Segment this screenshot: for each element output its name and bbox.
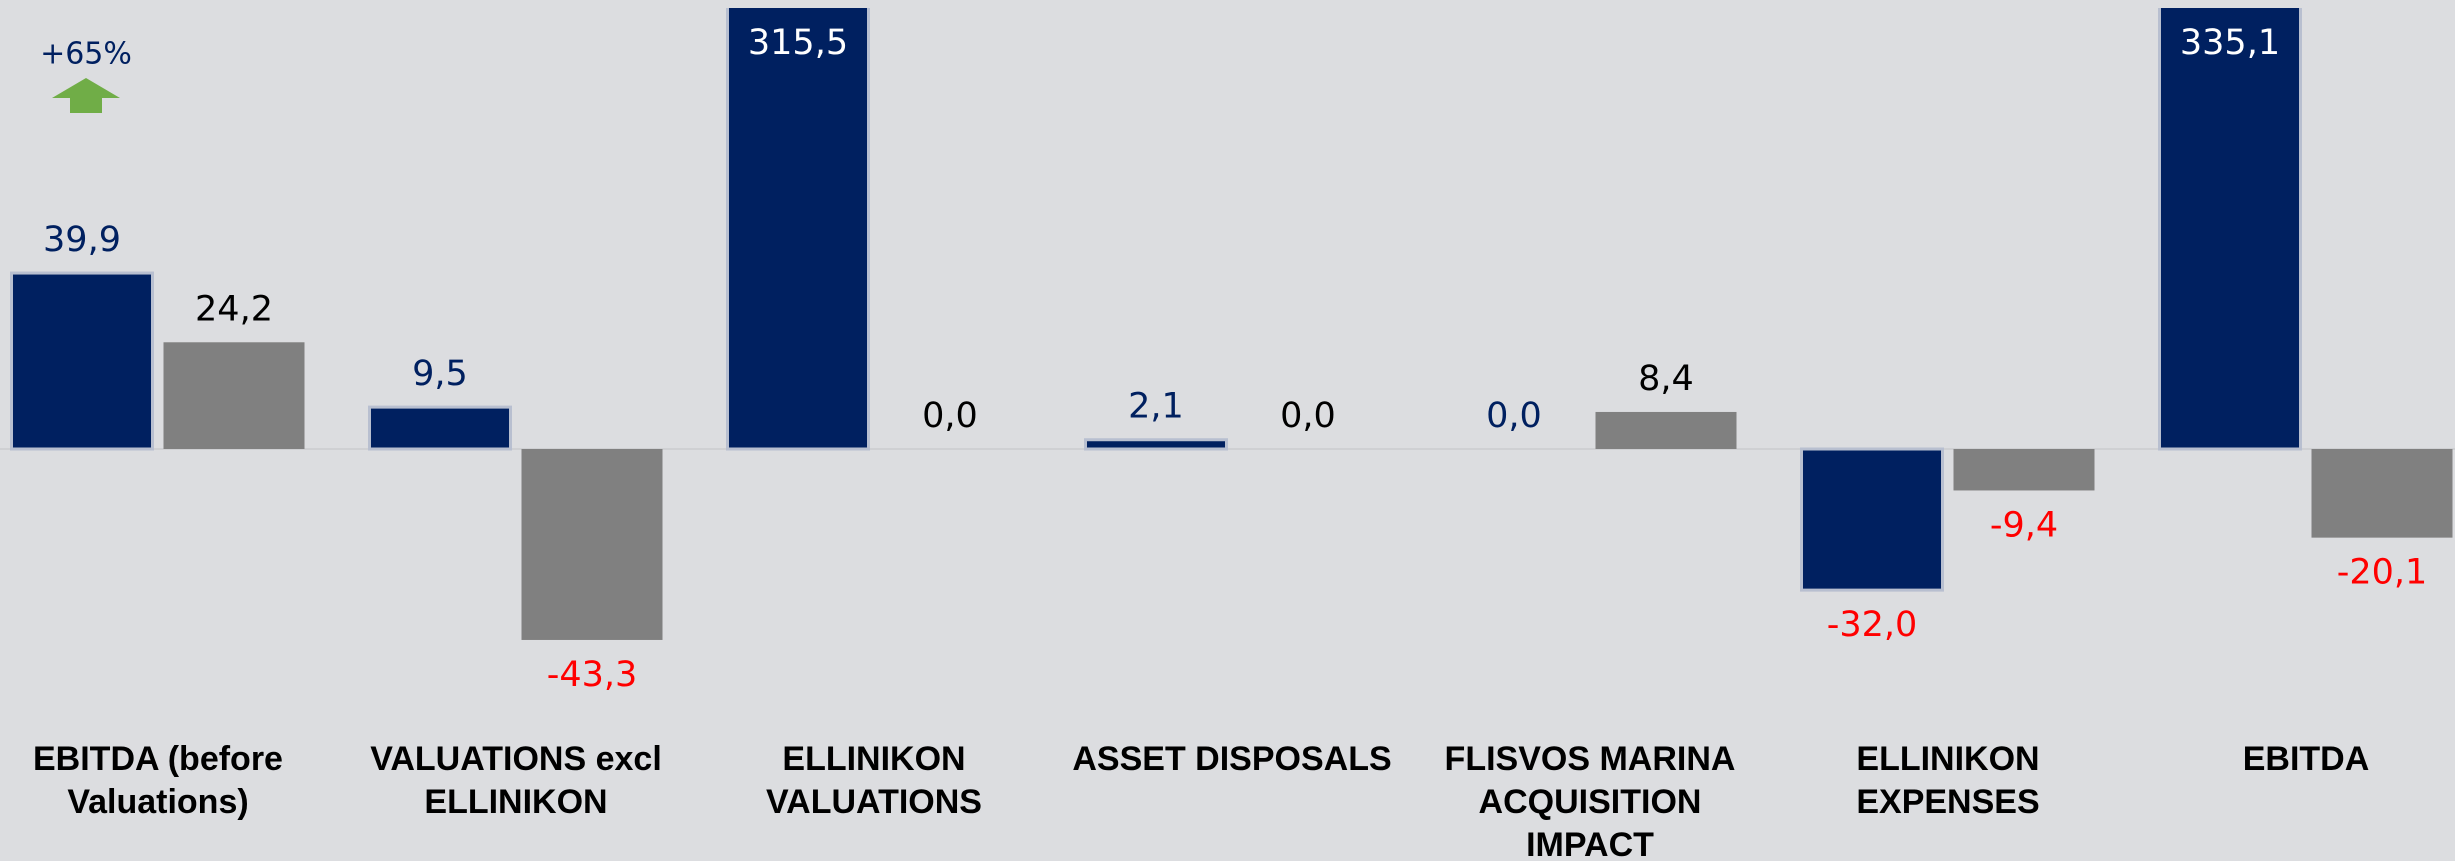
value-label: 0,0 — [1486, 396, 1542, 436]
annotation: +65% — [40, 37, 132, 72]
value-label: 2,1 — [1128, 387, 1184, 427]
value-label: -20,1 — [2337, 553, 2428, 593]
bar — [2158, 8, 2302, 451]
category-label: ASSET DISPOSALS — [1072, 740, 1392, 778]
category-label: ELLINIKON VALUATIONS — [766, 740, 982, 821]
bar — [163, 342, 305, 449]
category-label: EBITDA (before Valuations) — [33, 740, 283, 821]
value-label: 0,0 — [922, 396, 978, 436]
value-label: 315,5 — [748, 23, 848, 63]
bar — [10, 271, 154, 451]
value-label: 24,2 — [195, 289, 273, 329]
value-label: 9,5 — [412, 354, 468, 394]
growth-arrow — [52, 78, 120, 113]
value-label: 39,9 — [43, 220, 121, 260]
bar — [1800, 447, 1944, 592]
value-label: 335,1 — [2180, 23, 2280, 63]
bar — [368, 405, 512, 451]
bar — [1953, 449, 2095, 491]
bar — [1595, 411, 1737, 449]
bar — [521, 449, 663, 640]
category-label: ELLINIKON EXPENSES — [1856, 740, 2040, 821]
bar — [726, 8, 870, 451]
value-label: 0,0 — [1280, 396, 1336, 436]
category-label: VALUATIONS excl ELLINIKON — [370, 740, 662, 821]
bar — [2311, 449, 2453, 538]
value-label: -9,4 — [1990, 505, 2058, 545]
value-label: -43,3 — [547, 655, 638, 695]
value-label: 8,4 — [1638, 359, 1694, 399]
bar — [1084, 438, 1228, 451]
category-label: FLISVOS MARINA ACQUISITION IMPACT — [1444, 740, 1736, 861]
bars — [10, 8, 2453, 640]
category-label: EBITDA — [2242, 740, 2370, 778]
value-label: -32,0 — [1827, 605, 1918, 645]
